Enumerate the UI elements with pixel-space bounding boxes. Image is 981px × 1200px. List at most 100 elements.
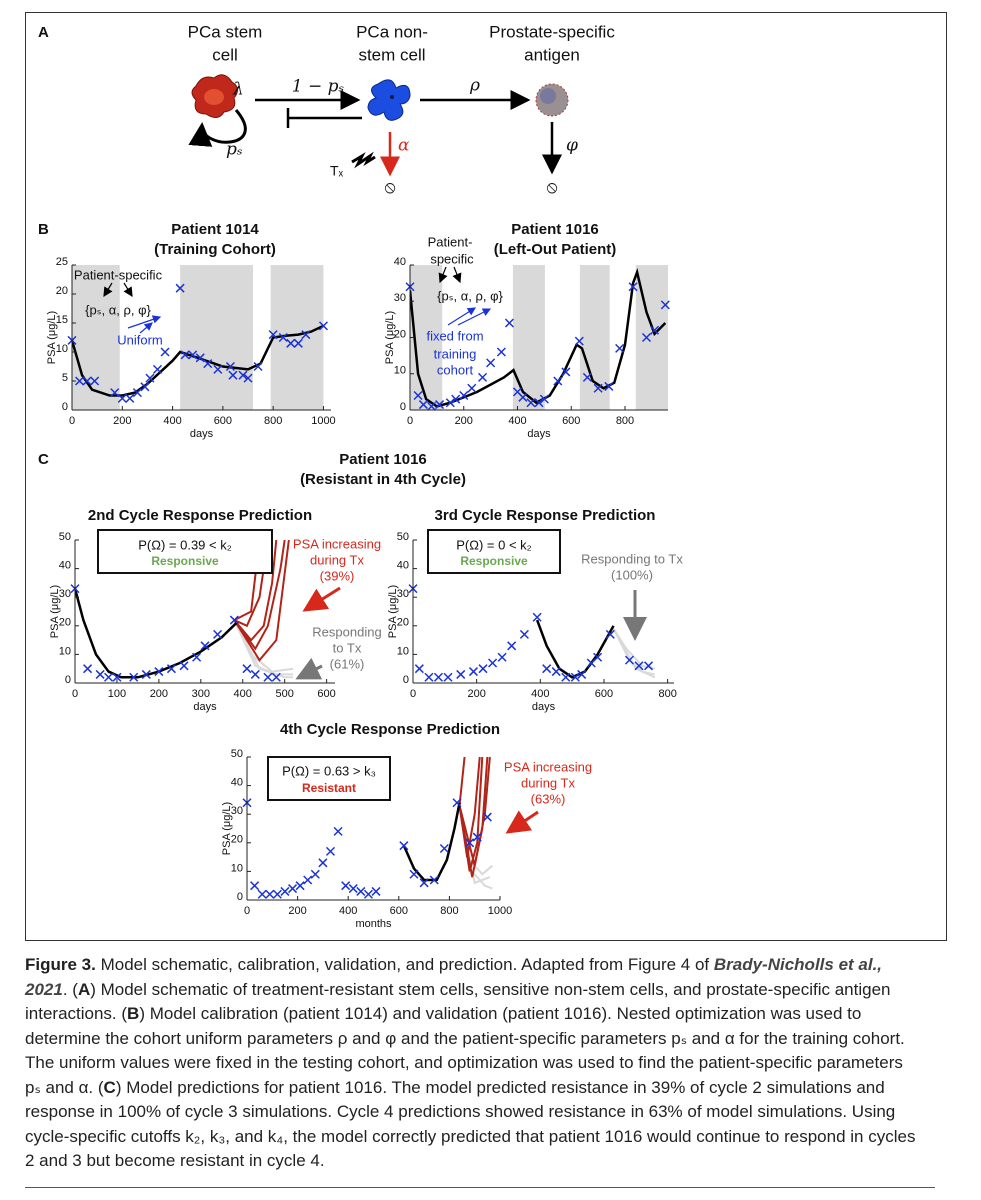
annotation-arrow [302,586,341,612]
y-tick-label: 40 [231,777,243,789]
simulation-curve [233,619,294,673]
simulation-curve [233,540,278,642]
psa-measurement [660,300,670,310]
psa-measurement [465,838,475,848]
annotation: Patient-specific [74,267,163,282]
annotation-arrow [295,657,323,680]
psa-measurement [310,869,320,879]
x-tick-label: 600 [214,415,232,427]
annotation-arrow [447,307,477,326]
figure: A PCa stem cell PCa non- stem cell Prost… [25,12,947,941]
y-tick-label: 30 [59,588,71,600]
psa-measurement [604,381,614,391]
x-tick-label: 800 [658,688,676,700]
psa-measurement [445,398,455,408]
x-tick-label: 600 [317,688,335,700]
x-tick-label: 400 [234,688,252,700]
y-tick-label: 20 [59,617,71,629]
chart-subtitle: (Left-Out Patient) [494,241,616,258]
psa-measurement [459,390,469,401]
psa-measurement [539,394,549,404]
psa-measurement [451,394,461,404]
chart-title: Patient 1016 [511,221,599,238]
sink-symbol: ⦸ [384,177,395,196]
treatment-bolt [351,151,376,169]
stem-cell-nucleus [204,89,224,105]
simulation-curve [233,540,286,651]
y-axis-label: PSA (μg/L) [49,585,61,638]
y-tick-label: 0 [237,891,243,903]
annotation-arrow [505,810,539,834]
psa-measurement [301,330,311,340]
annotation-arrow [103,282,113,298]
y-tick-label: 5 [62,372,68,384]
y-tick-label: 30 [231,805,243,817]
psa-measurement [593,652,603,662]
y-tick-label: 20 [397,617,409,629]
annotation: Responding [312,624,381,639]
psa-measurement [435,400,445,410]
psa-measurement [641,332,652,343]
y-tick-label: 10 [59,645,71,657]
annotation: Responsive [460,554,528,568]
annotation: Responsive [151,554,219,568]
annotation-box [427,529,561,574]
psa-measurement [278,332,288,343]
psa-measurement [419,878,429,888]
treatment-label: Tₓ [330,163,344,179]
rule [25,1187,935,1188]
y-tick-label: 0 [400,401,406,413]
panel-title: (Resistant in 4th Cycle) [300,471,466,488]
psa-measurement [542,664,552,674]
psa-measurement [561,367,571,377]
annotation: PSA increasing [504,759,592,774]
psa-measurement [295,881,305,891]
psa-measurement [426,401,437,411]
y-tick-label: 40 [394,256,406,268]
chart-title: 2nd Cycle Response Prediction [88,507,312,524]
psa-measurement [90,376,100,386]
psa-measurement [488,658,498,668]
annotation: Uniform [117,332,163,347]
y-tick-label: 40 [59,560,71,572]
psa-measurement [112,672,122,682]
annotation-arrow [123,282,133,298]
x-tick-label: 0 [410,688,416,700]
psa-measurement [263,672,273,682]
psa-measurement [325,846,336,856]
psa-measurement [145,373,155,383]
psa-measurement [117,393,127,403]
psa-measurement [272,889,282,899]
psa-measurement [166,664,176,674]
psa-measurement [341,881,351,891]
node-label: PCa non- [356,22,428,41]
sink-symbol: ⦸ [546,177,557,196]
y-tick-label: 20 [394,328,406,340]
chart-title: 3rd Cycle Response Prediction [435,507,656,524]
x-tick-label: 800 [440,905,458,917]
psa-measurement [243,373,253,383]
psa-measurement [363,889,373,899]
annotation-box [97,529,273,574]
x-tick-label: 200 [150,688,168,700]
y-tick-label: 40 [397,560,409,572]
psa-measurement [650,325,660,335]
y-tick-label: 50 [231,748,243,760]
psa-measurement [561,672,571,682]
caption-panel-ref: C [103,1077,116,1097]
panel-label: C [38,451,49,468]
model-fit [535,619,615,679]
annotation: Responding to Tx [581,551,683,566]
psa-measurement [478,372,488,382]
psa-measurement [82,376,92,386]
x-tick-label: 400 [508,415,526,427]
x-tick-label: 0 [407,415,413,427]
psa-measurement [553,376,563,386]
x-tick-label: 600 [595,688,613,700]
psa-measurement [418,400,428,410]
caption-text: ) Model calibration (patient 1014) and v… [25,1004,905,1097]
psa-measurement [271,672,281,682]
chart-title: Patient 1014 [171,221,259,238]
psa-molecule-detail [540,88,556,104]
psa-measurement [439,843,449,854]
